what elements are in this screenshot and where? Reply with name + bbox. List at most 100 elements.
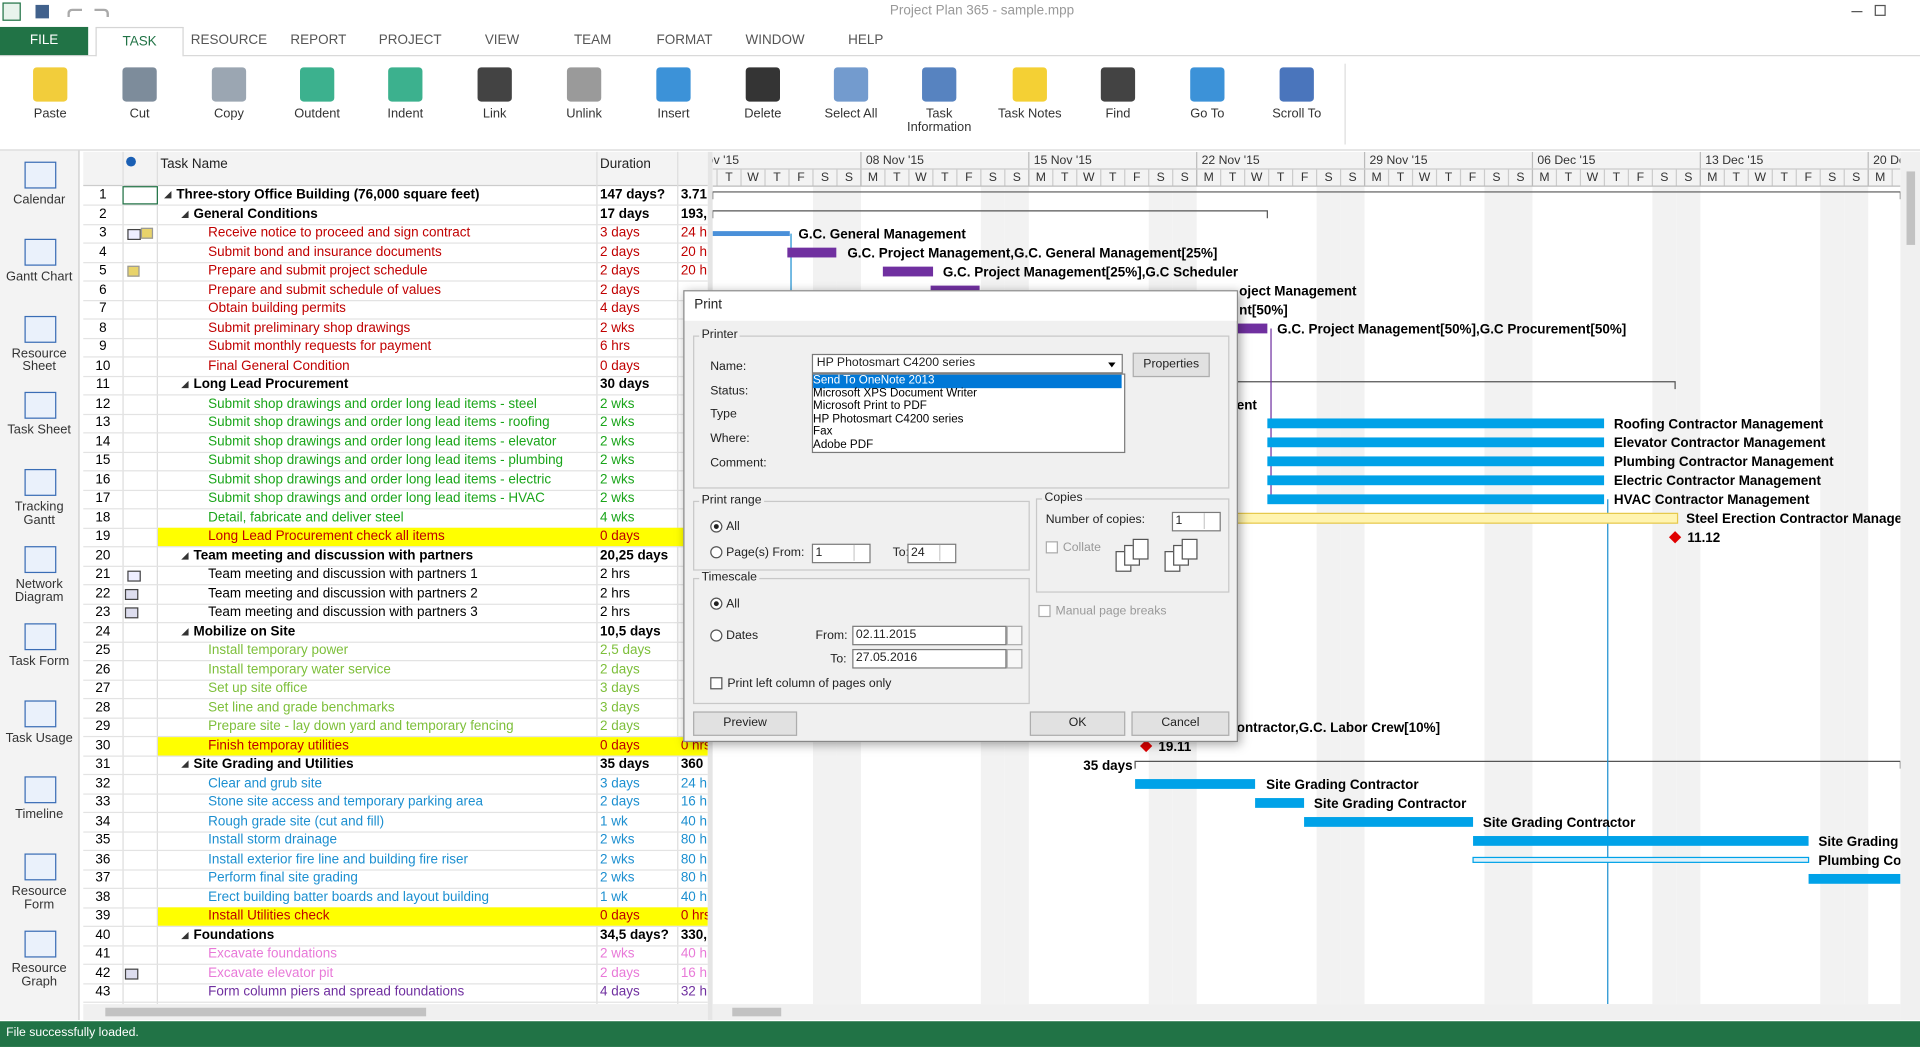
- view-button[interactable]: Task Sheet: [7, 422, 71, 438]
- close[interactable]: [1902, 4, 1914, 15]
- printer-select[interactable]: [811, 353, 1123, 374]
- dialog-button[interactable]: Preview: [693, 711, 798, 736]
- ribbon-button-icon[interactable]: [122, 67, 157, 102]
- view-icon[interactable]: [24, 469, 57, 497]
- ribbon-button[interactable]: Scroll To: [1272, 106, 1322, 122]
- view-button[interactable]: Network Diagram: [14, 576, 64, 605]
- ribbon-button-icon[interactable]: [833, 67, 869, 102]
- text-input[interactable]: [907, 543, 957, 564]
- ribbon-tab[interactable]: PROJECT: [378, 33, 442, 48]
- gantt-hscroll-thumb[interactable]: [732, 1007, 782, 1017]
- ribbon-button[interactable]: Copy: [213, 106, 244, 122]
- text-input[interactable]: [1171, 511, 1221, 532]
- printer-option[interactable]: Send To OneNote 2013: [813, 374, 1122, 388]
- collapse-toggle[interactable]: [164, 191, 172, 199]
- ribbon-tab[interactable]: FORMAT: [656, 33, 713, 48]
- collapse-toggle[interactable]: [181, 627, 189, 635]
- ribbon-tab[interactable]: TEAM: [573, 33, 612, 48]
- view-button[interactable]: Resource Form: [11, 884, 67, 912]
- ribbon-button-icon[interactable]: [477, 67, 512, 102]
- ribbon-button[interactable]: Insert: [657, 106, 690, 122]
- ribbon-button-icon[interactable]: [1279, 67, 1314, 102]
- view-button[interactable]: Resource Graph: [11, 961, 67, 989]
- ribbon-button-icon[interactable]: [1100, 67, 1136, 102]
- view-icon[interactable]: [24, 699, 57, 727]
- view-button[interactable]: Resource Sheet: [11, 346, 67, 374]
- dialog-button[interactable]: OK: [1029, 711, 1126, 736]
- dialog-close[interactable]: [1211, 296, 1228, 313]
- collapse-toggle[interactable]: [181, 931, 189, 939]
- printer-option[interactable]: HP Photosmart C4200 series: [813, 412, 964, 426]
- ribbon-tab[interactable]: FILE: [0, 26, 89, 56]
- printer-option[interactable]: Microsoft XPS Document Writer: [813, 386, 978, 400]
- ribbon-tab[interactable]: HELP: [848, 33, 884, 48]
- ribbon-button[interactable]: Task Notes: [997, 106, 1062, 122]
- view-icon[interactable]: [24, 546, 57, 574]
- ribbon-button-icon[interactable]: [566, 67, 602, 102]
- radio-button[interactable]: [710, 629, 723, 642]
- ribbon-button-icon[interactable]: [1012, 67, 1047, 102]
- ribbon-button-icon[interactable]: [745, 67, 781, 102]
- ribbon-tab[interactable]: REPORT: [290, 33, 347, 48]
- ribbon-tab[interactable]: RESOURCE: [190, 33, 268, 48]
- view-button[interactable]: Gantt Chart: [5, 269, 73, 284]
- minimize[interactable]: [1851, 11, 1863, 13]
- dropdown-button[interactable]: [1006, 648, 1023, 669]
- ribbon-button-icon[interactable]: [1190, 67, 1225, 102]
- ribbon-button[interactable]: Cut: [129, 106, 150, 122]
- ribbon-button-icon[interactable]: [656, 67, 691, 102]
- table-hscroll-thumb[interactable]: [105, 1007, 427, 1017]
- ribbon-button[interactable]: Find: [1105, 106, 1131, 122]
- view-button[interactable]: Task Usage: [5, 730, 73, 746]
- dropdown-button[interactable]: [1006, 625, 1023, 646]
- view-button[interactable]: Timeline: [15, 807, 64, 823]
- ribbon-button[interactable]: Task Information: [907, 106, 972, 135]
- view-icon[interactable]: [24, 776, 57, 804]
- spin-button[interactable]: [853, 544, 868, 561]
- view-icon[interactable]: [24, 623, 57, 650]
- view-icon[interactable]: [24, 853, 57, 881]
- ribbon-tab[interactable]: WINDOW: [745, 33, 805, 48]
- view-icon[interactable]: [24, 392, 57, 420]
- ribbon-button[interactable]: Indent: [387, 106, 424, 122]
- view-icon[interactable]: [24, 930, 57, 958]
- ribbon-tab[interactable]: TASK: [95, 26, 184, 58]
- ribbon-button-icon[interactable]: [922, 67, 957, 102]
- view-button[interactable]: Tracking Gantt: [14, 499, 64, 528]
- collapse-toggle[interactable]: [181, 551, 189, 559]
- ribbon-button-icon[interactable]: [300, 67, 335, 102]
- view-icon[interactable]: [24, 238, 57, 266]
- text-input[interactable]: [811, 543, 871, 564]
- view-icon[interactable]: [24, 161, 57, 189]
- printer-option[interactable]: Microsoft Print to PDF: [813, 399, 927, 413]
- view-button[interactable]: Task Form: [9, 653, 70, 669]
- ribbon-button[interactable]: Link: [482, 106, 507, 122]
- checkbox[interactable]: [1045, 541, 1058, 554]
- printer-option[interactable]: Adobe PDF: [813, 437, 874, 452]
- radio-button[interactable]: [710, 546, 723, 559]
- ribbon-button[interactable]: Unlink: [566, 106, 602, 122]
- ribbon-button[interactable]: Outdent: [294, 106, 341, 122]
- ribbon-button[interactable]: Paste: [33, 106, 67, 122]
- spin-button[interactable]: [939, 544, 954, 561]
- ribbon-button[interactable]: Select All: [824, 106, 878, 122]
- checkbox[interactable]: [1038, 604, 1051, 618]
- spin-button[interactable]: [1203, 513, 1219, 529]
- text-input[interactable]: [852, 648, 1007, 669]
- ribbon-tab[interactable]: VIEW: [484, 33, 520, 48]
- collapse-toggle[interactable]: [181, 380, 189, 389]
- printer-option[interactable]: Fax: [813, 424, 833, 439]
- view-button[interactable]: Calendar: [13, 192, 66, 207]
- collapse-toggle[interactable]: [181, 760, 189, 768]
- text-input[interactable]: [852, 625, 1007, 646]
- ribbon-button-icon[interactable]: [33, 67, 68, 102]
- dialog-button[interactable]: Cancel: [1131, 711, 1230, 736]
- view-icon[interactable]: [24, 315, 57, 343]
- ribbon-button[interactable]: Go To: [1190, 106, 1225, 122]
- ribbon-button-icon[interactable]: [388, 67, 423, 102]
- collapse-toggle[interactable]: [181, 210, 189, 218]
- ribbon-button-icon[interactable]: [211, 67, 247, 102]
- properties-button[interactable]: Properties: [1132, 352, 1210, 378]
- checkbox[interactable]: [710, 677, 723, 690]
- ribbon-button[interactable]: Delete: [744, 106, 782, 122]
